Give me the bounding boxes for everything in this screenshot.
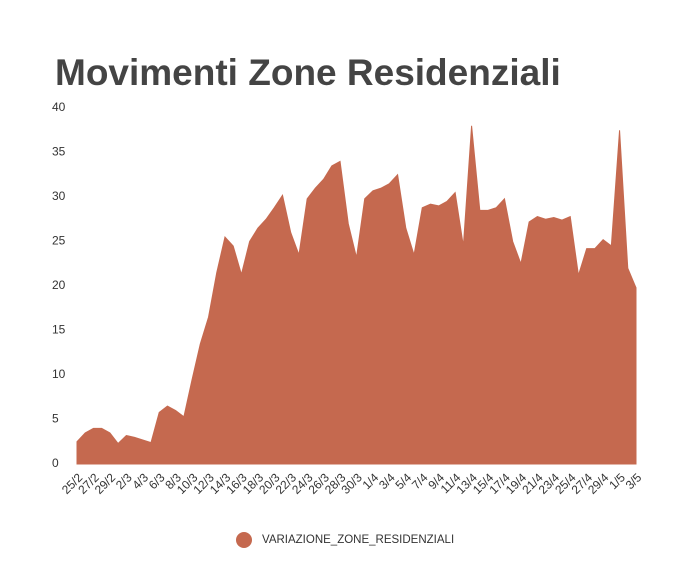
- y-tick-label: 0: [52, 456, 59, 470]
- y-tick-label: 25: [52, 234, 66, 248]
- y-tick-label: 15: [52, 323, 66, 337]
- y-tick-label: 20: [52, 278, 66, 292]
- y-tick-label: 40: [52, 100, 66, 114]
- y-tick-label: 10: [52, 367, 66, 381]
- area: [76, 125, 637, 465]
- legend-label: VARIAZIONE_ZONE_RESIDENZIALI: [262, 534, 454, 546]
- x-tick-label: 3/5: [623, 470, 645, 492]
- y-tick-label: 35: [52, 145, 66, 159]
- chart-title: Movimenti Zone Residenziali: [55, 52, 561, 93]
- legend-marker: [236, 532, 252, 548]
- y-tick-label: 5: [52, 412, 59, 426]
- y-tick-label: 30: [52, 189, 66, 203]
